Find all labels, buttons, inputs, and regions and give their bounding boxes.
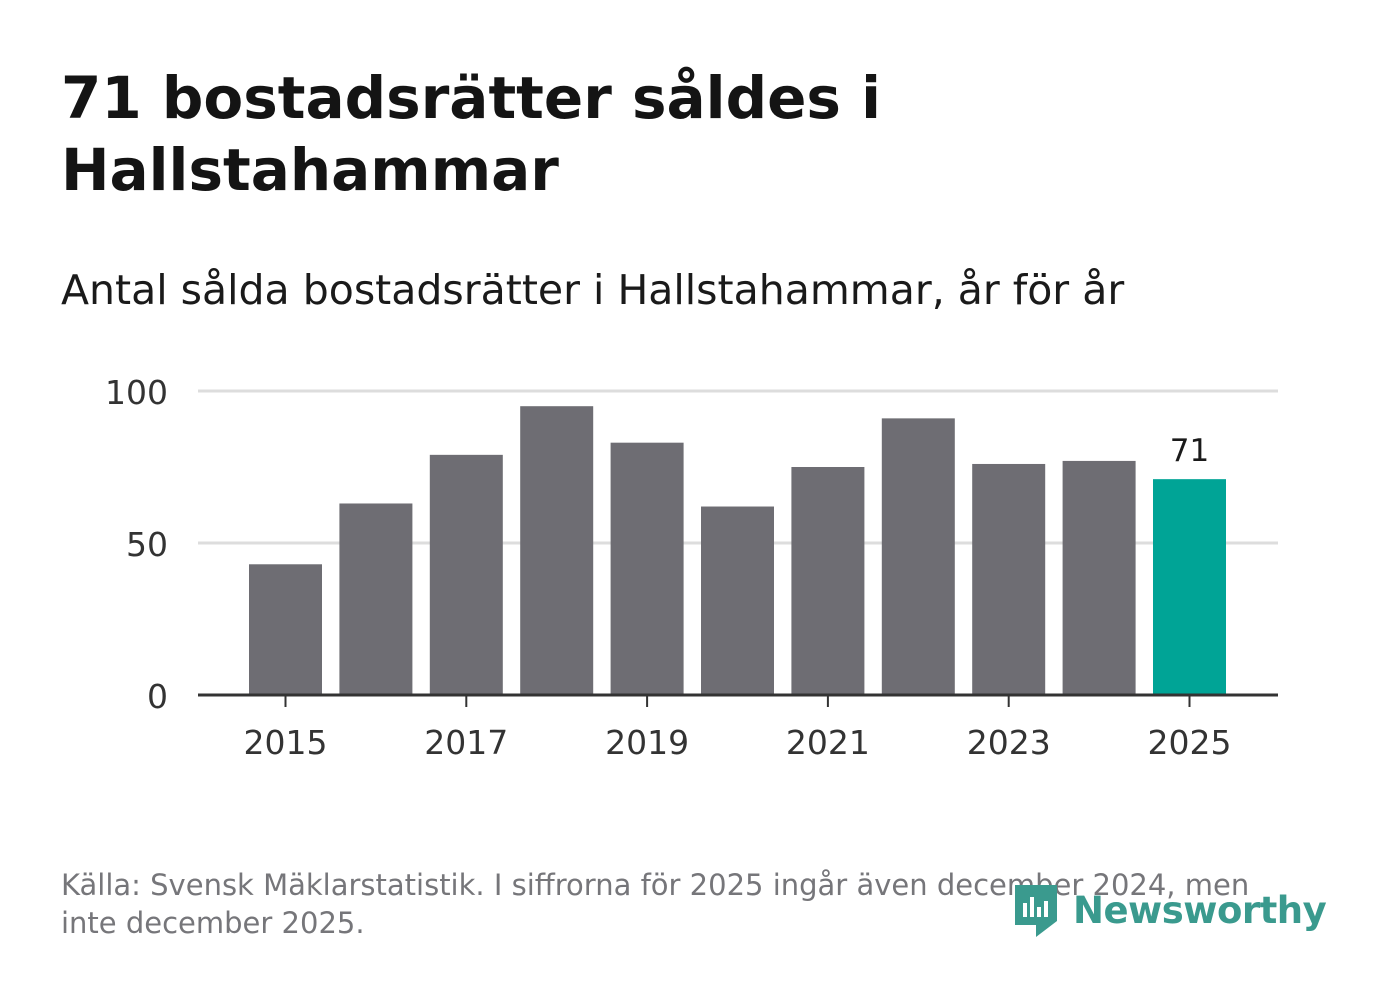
brand-logo: Newsworthy — [1011, 880, 1327, 940]
bar — [429, 454, 503, 695]
bar — [972, 463, 1046, 695]
bar — [881, 418, 955, 695]
chart-subtitle: Antal sålda bostadsrätter i Hallstahamma… — [61, 266, 1125, 314]
y-tick-label: 50 — [126, 525, 168, 564]
x-tick-label: 2015 — [244, 723, 328, 762]
x-tick-label: 2019 — [605, 723, 689, 762]
y-tick-label: 100 — [105, 373, 168, 412]
data-label: 71 — [1170, 433, 1209, 469]
brand-name: Newsworthy — [1073, 888, 1327, 932]
bar — [610, 442, 684, 695]
bar — [249, 564, 322, 695]
bar — [791, 467, 865, 695]
bar-highlight — [1153, 479, 1226, 695]
x-tick-label: 2025 — [1148, 723, 1232, 762]
bar — [1062, 460, 1136, 695]
x-tick-label: 2021 — [786, 723, 870, 762]
x-tick-label: 2023 — [967, 723, 1051, 762]
bar — [520, 406, 594, 695]
newsworthy-logo-icon — [1015, 885, 1057, 937]
y-tick-label: 0 — [147, 677, 168, 716]
bar — [701, 506, 774, 695]
chart-title: 71 bostadsrätter såldes i Hallstahammar — [61, 64, 882, 204]
bar — [339, 503, 413, 695]
x-tick-label: 2017 — [424, 723, 508, 762]
